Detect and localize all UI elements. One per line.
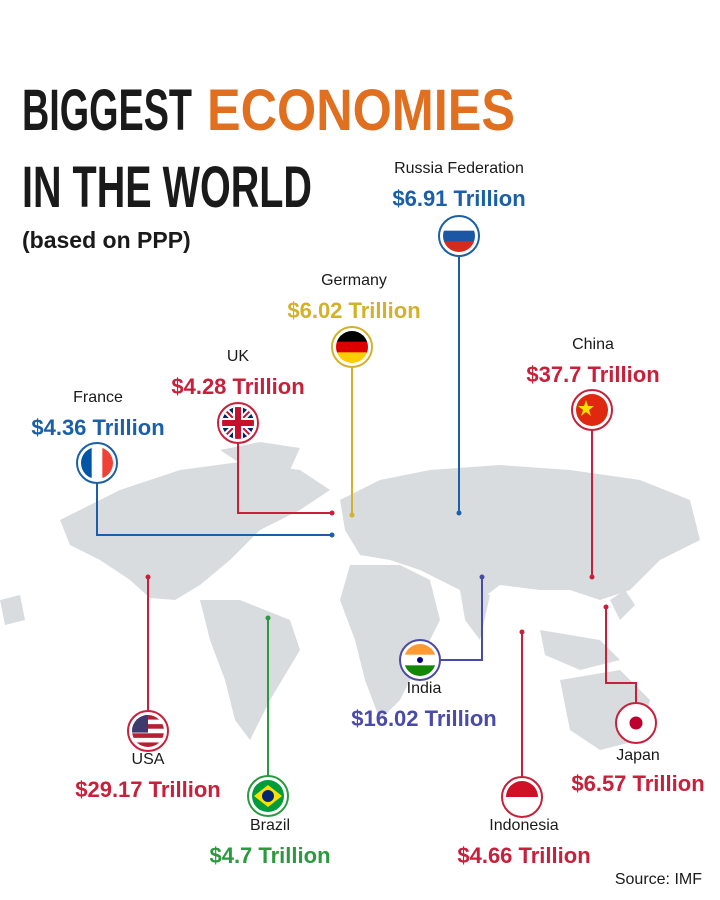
- country-value: $4.66 Trillion: [457, 843, 590, 868]
- country-name: UK: [227, 348, 250, 365]
- flag: [443, 220, 475, 252]
- country-name: Germany: [321, 272, 387, 289]
- flag-part: [132, 742, 164, 747]
- country-value: $16.02 Trillion: [351, 706, 497, 731]
- flag-part: [404, 665, 436, 676]
- country-value: $6.91 Trillion: [392, 186, 525, 211]
- flag: [576, 394, 608, 426]
- flag-part: [629, 716, 643, 730]
- title-part1: BIGGEST: [22, 78, 192, 143]
- country-value: $29.17 Trillion: [75, 777, 221, 802]
- flag: [336, 331, 368, 363]
- flag-part: [506, 781, 538, 798]
- flag-part: [443, 230, 475, 242]
- country-name: Japan: [616, 747, 660, 764]
- country-callout: UK $4.28 Trillion: [171, 348, 335, 516]
- country-value: $6.02 Trillion: [287, 298, 420, 323]
- map-point: [265, 615, 271, 621]
- flag-part: [132, 737, 164, 743]
- flag-part: [262, 790, 274, 802]
- country-value: $37.7 Trillion: [526, 362, 659, 387]
- country-name: India: [407, 680, 442, 697]
- map-point: [329, 510, 335, 516]
- flag-part: [404, 644, 436, 656]
- connector-line: [237, 443, 332, 514]
- world-map: [0, 442, 700, 750]
- country-callout: Russia Federation $6.91 Trillion: [392, 160, 526, 516]
- flag-part: [132, 733, 164, 739]
- country-value: $4.36 Trillion: [31, 415, 164, 440]
- country-value: $4.28 Trillion: [171, 374, 304, 399]
- flag-part: [576, 394, 608, 426]
- country-callout: USA $29.17 Trillion: [75, 574, 221, 802]
- flag-part: [91, 447, 103, 479]
- map-point: [329, 532, 335, 538]
- map-point: [456, 510, 462, 516]
- country-callout: China $37.7 Trillion: [526, 336, 660, 580]
- map-point: [589, 574, 595, 580]
- country-callout: France $4.36 Trillion: [31, 389, 335, 538]
- flag-part: [336, 331, 368, 343]
- country-name: Russia Federation: [394, 160, 524, 177]
- country-callout: Indonesia $4.66 Trillion: [457, 629, 591, 868]
- flag: [81, 447, 113, 479]
- country-callout: India $16.02 Trillion: [351, 574, 497, 731]
- flag-part: [443, 241, 475, 252]
- connector-line: [440, 577, 483, 661]
- country-name: China: [572, 336, 614, 353]
- flag: [620, 707, 652, 739]
- flag-part: [222, 420, 254, 426]
- flag-part: [443, 220, 475, 232]
- connector-line: [96, 483, 332, 536]
- country-callout: Brazil $4.7 Trillion: [209, 615, 331, 868]
- flag: [222, 407, 254, 439]
- flag-part: [336, 352, 368, 363]
- country-callout: Japan $6.57 Trillion: [571, 604, 705, 796]
- flag-part: [417, 657, 423, 663]
- flag-part: [578, 400, 594, 416]
- map-point: [603, 604, 609, 610]
- subtitle: (based on PPP): [22, 227, 191, 253]
- flag-part: [81, 447, 93, 479]
- country-name: Indonesia: [489, 817, 558, 834]
- country-name: France: [73, 389, 123, 406]
- country-name: USA: [132, 751, 165, 768]
- title-part2: ECONOMIES: [207, 78, 515, 143]
- flag: [252, 780, 284, 812]
- flag-part: [102, 447, 113, 479]
- flag-part: [336, 341, 368, 353]
- connector-line: [605, 607, 637, 703]
- country-name: Brazil: [250, 817, 290, 834]
- country-callout: Germany $6.02 Trillion: [287, 272, 421, 518]
- title-line2: IN THE WORLD: [22, 155, 312, 220]
- flag: [404, 644, 436, 676]
- map-point: [519, 629, 525, 635]
- source: Source: IMF: [615, 871, 702, 888]
- flag-part: [506, 797, 538, 813]
- map-point: [479, 574, 485, 580]
- country-value: $6.57 Trillion: [571, 771, 704, 796]
- country-value: $4.7 Trillion: [209, 843, 330, 868]
- map-point: [145, 574, 151, 580]
- map-point: [349, 512, 355, 518]
- flag: [506, 781, 538, 813]
